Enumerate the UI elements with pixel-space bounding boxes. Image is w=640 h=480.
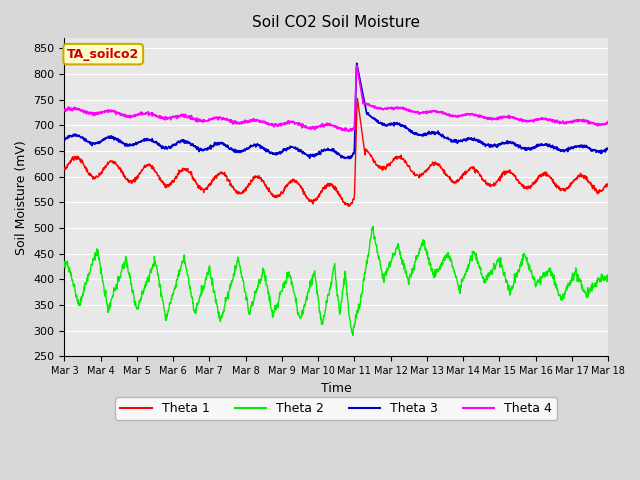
Legend: Theta 1, Theta 2, Theta 3, Theta 4: Theta 1, Theta 2, Theta 3, Theta 4 bbox=[115, 397, 557, 420]
Title: Soil CO2 Soil Moisture: Soil CO2 Soil Moisture bbox=[252, 15, 420, 30]
X-axis label: Time: Time bbox=[321, 382, 351, 395]
Text: TA_soilco2: TA_soilco2 bbox=[67, 48, 140, 60]
Y-axis label: Soil Moisture (mV): Soil Moisture (mV) bbox=[15, 140, 28, 254]
